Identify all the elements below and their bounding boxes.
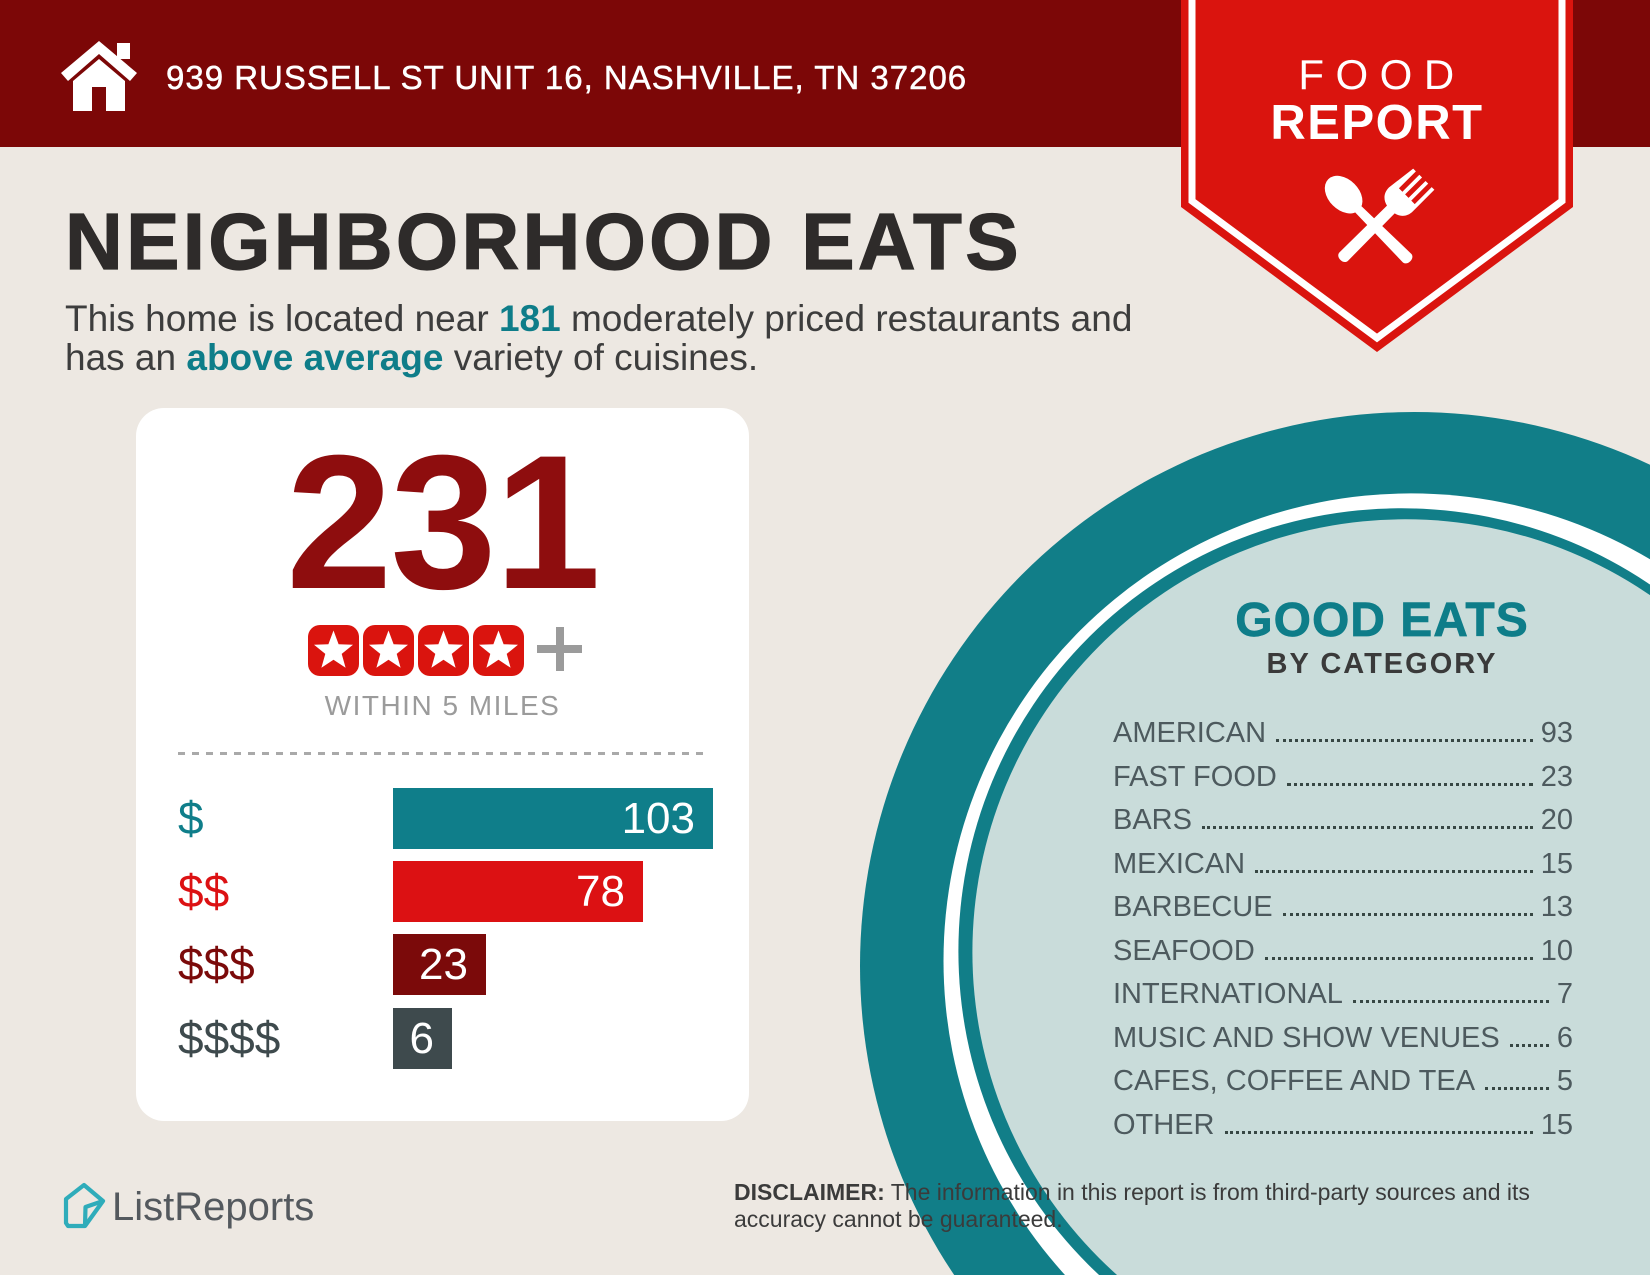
svg-text:FOOD: FOOD	[1298, 51, 1465, 98]
svg-text:REPORT: REPORT	[1270, 96, 1483, 150]
